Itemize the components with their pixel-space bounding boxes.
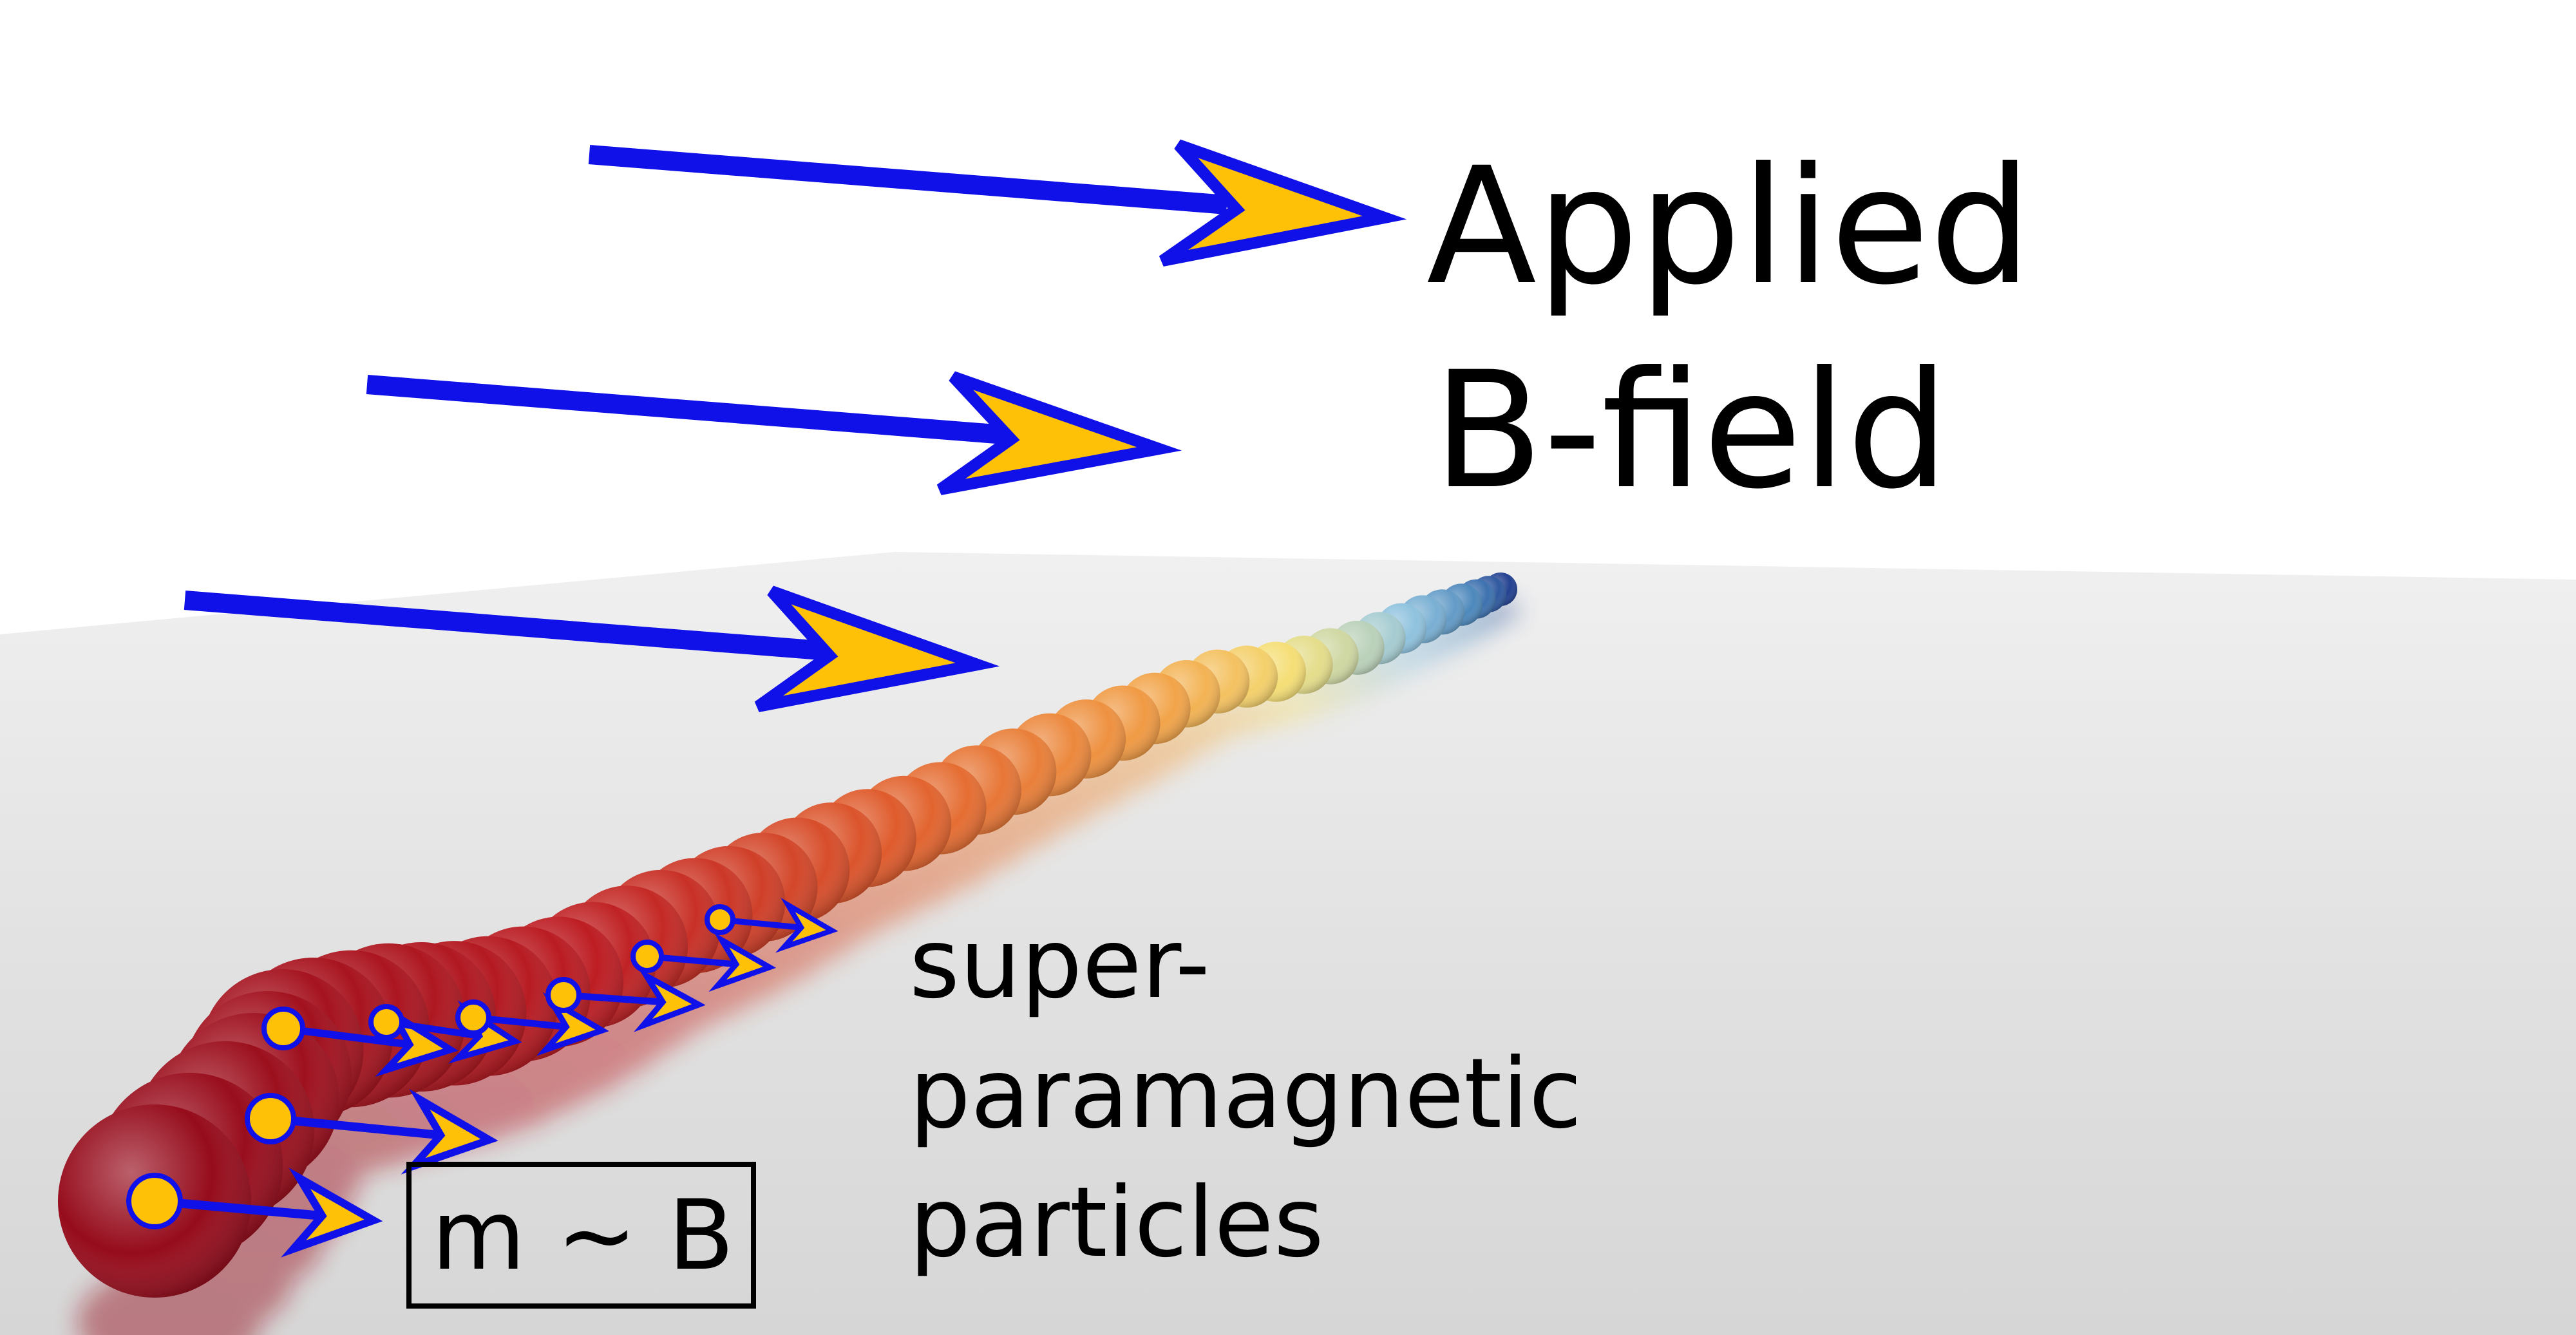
moment-arrow-icon [455, 992, 609, 1056]
particles-label-line1: super- [909, 908, 1210, 1020]
magnetic-moment-arrows [126, 898, 838, 1258]
field-arrow-icon [366, 371, 1182, 495]
field-label-line1: Applied [1426, 133, 2032, 320]
moment-arrow-icon [245, 1088, 498, 1175]
moment-arrow-icon [545, 968, 706, 1032]
moment-arrow-icon [705, 898, 838, 953]
relation-box [406, 1162, 756, 1309]
relation-box-text: m ~ B [431, 1180, 734, 1292]
field-label-line2: B-field [1433, 337, 1949, 524]
moment-arrow-icon [630, 932, 777, 992]
particles-label-line3: particles [909, 1167, 1324, 1279]
particles-label-line2: paramagnetic [909, 1038, 1582, 1150]
moment-arrow-icon [126, 1168, 383, 1258]
field-arrow-icon [184, 585, 1000, 712]
floor-surface [0, 552, 2576, 1335]
field-arrow-icon [588, 139, 1407, 267]
